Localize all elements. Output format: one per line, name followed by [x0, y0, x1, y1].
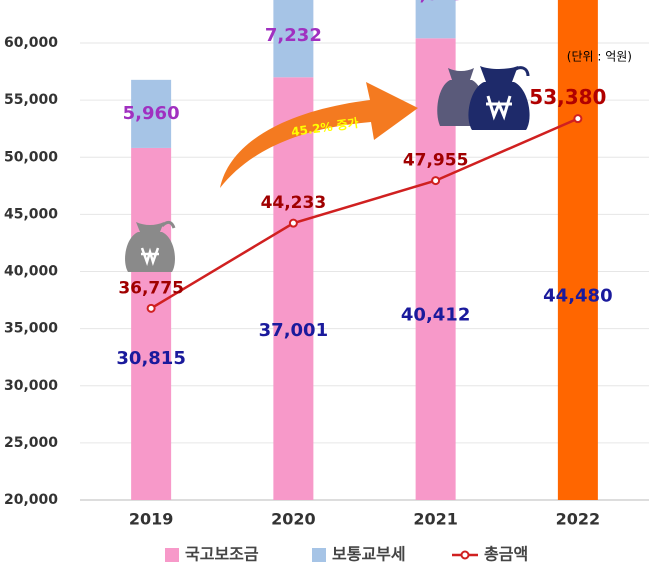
y-tick-label: 25,000	[4, 435, 58, 451]
legend-swatch	[165, 548, 179, 562]
x-tick-label: 2022	[556, 510, 601, 529]
y-tick-label: 50,000	[4, 149, 58, 165]
data-label: 40,412	[401, 304, 470, 325]
foreground-layer: 30,81537,00140,41244,4805,9607,2327,5438…	[116, 0, 612, 369]
x-tick-label: 2020	[271, 510, 316, 529]
growth-arrow	[220, 82, 418, 188]
bar-segment	[273, 77, 314, 500]
data-label: 5,960	[123, 103, 180, 124]
bar-segment	[273, 0, 314, 78]
data-label: 7,543	[407, 0, 464, 5]
legend: 국고보조금 보통교부세 총금액	[165, 545, 528, 564]
data-label: 7,232	[265, 25, 322, 46]
data-label: 30,815	[116, 348, 185, 369]
line	[150, 117, 579, 310]
x-tick-label: 2019	[129, 510, 174, 529]
legend-label: 국고보조금	[185, 545, 259, 564]
data-label: 47,955	[403, 151, 469, 171]
data-label: 44,233	[261, 193, 327, 213]
legend-label: 보통교부세	[332, 545, 406, 564]
x-tick-label: 2021	[413, 510, 458, 529]
line-marker	[288, 218, 298, 228]
line-marker	[146, 303, 156, 313]
legend-swatch	[460, 550, 470, 560]
y-tick-label: 60,000	[4, 35, 58, 51]
bar-segment	[557, 0, 598, 500]
y-tick-label: 20,000	[4, 492, 58, 508]
y-tick-label: 30,000	[4, 378, 58, 394]
money-bag-icon	[437, 66, 530, 130]
data-label: 37,001	[259, 320, 328, 341]
unit-note: (단위 : 억원)	[567, 50, 632, 64]
money-bag-icon	[125, 220, 176, 272]
y-tick-label: 55,000	[4, 92, 58, 108]
data-label: 44,480	[543, 286, 612, 307]
data-label: 36,775	[118, 278, 184, 298]
bar-segment	[131, 147, 172, 500]
legend-label: 총금액	[484, 545, 528, 564]
bar-segment	[131, 79, 172, 148]
y-tick-label: 35,000	[4, 321, 58, 337]
plot-layer: 20,000 25,000 30,000 35,000 40,000 45,000 50,0…	[4, 0, 649, 529]
line-marker	[431, 176, 441, 186]
data-label: 53,380	[529, 85, 606, 109]
bar-segment	[415, 0, 456, 39]
y-tick-label: 40,000	[4, 264, 58, 280]
legend-swatch	[312, 548, 326, 562]
y-tick-label: 45,000	[4, 206, 58, 222]
line-marker	[573, 114, 583, 124]
